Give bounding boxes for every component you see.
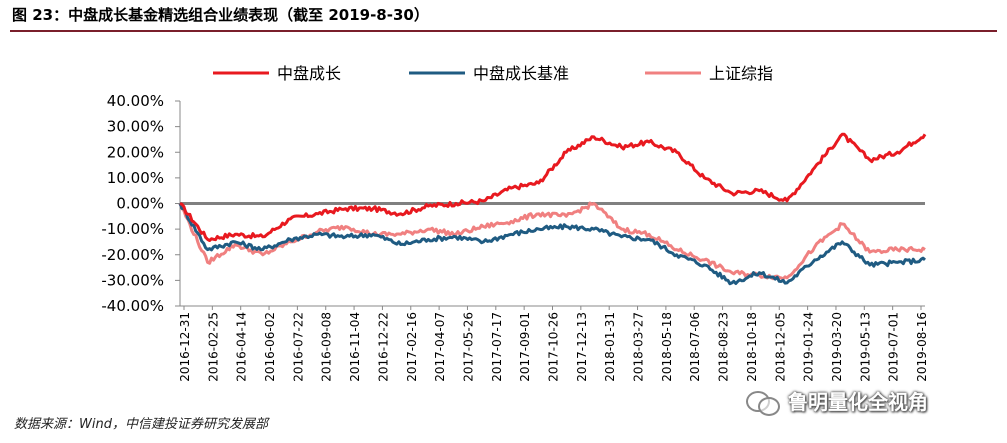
y-tick-label: 10.00% (107, 169, 164, 187)
y-tick-label: -20.00% (101, 246, 164, 264)
figure-caption: 图 23：中盘成长基金精选组合业绩表现（截至 2019-8-30） (12, 6, 429, 24)
x-tick-label: 2016-12-22 (376, 312, 390, 382)
x-tick-label: 2018-01-31 (603, 312, 617, 382)
watermark: 鲁明量化全视角 (746, 386, 928, 416)
x-tick-label: 2019-01-24 (802, 312, 816, 382)
x-tick-label: 2016-11-04 (348, 312, 362, 382)
legend-label: 上证综指 (709, 64, 773, 83)
source-note: 数据来源：Wind，中信建投证券研究发展部 (14, 417, 268, 432)
legend-label: 中盘成长 (277, 64, 341, 83)
y-axis: 40.00% 30.00% 20.00% 10.00% 0.00% -10.00% -20.… (101, 92, 181, 315)
x-tick-label: 2016-12-31 (178, 312, 192, 382)
watermark-text: 鲁明量化全视角 (788, 390, 928, 414)
legend-label: 中盘成长基准 (473, 64, 569, 83)
x-tick-label: 2016-07-22 (291, 312, 305, 382)
x-tick-label: 2019-05-13 (858, 312, 872, 382)
x-tick-label: 2017-10-26 (547, 312, 561, 382)
x-tick-label: 2019-07-01 (887, 312, 901, 382)
y-tick-label: 20.00% (107, 143, 164, 161)
chart-legend: 中盘成长 中盘成长基准 上证综指 (213, 64, 773, 83)
y-tick-label: -40.00% (101, 297, 164, 315)
x-tick-label: 2018-12-05 (773, 312, 787, 382)
y-tick-label: 30.00% (107, 118, 164, 136)
x-tick-label: 2016-06-02 (263, 312, 277, 382)
x-tick-label: 2018-03-27 (632, 312, 646, 382)
x-tick-label: 2017-05-26 (461, 312, 475, 382)
x-tick-label: 2016-09-08 (320, 312, 334, 382)
x-tick-label: 2019-03-20 (830, 312, 844, 382)
x-tick-label: 2016-04-14 (235, 312, 249, 382)
y-tick-label: -30.00% (101, 271, 164, 289)
x-tick-label: 2017-07-17 (490, 312, 504, 382)
series-line-0 (179, 132, 927, 242)
x-tick-label: 2017-02-16 (405, 312, 419, 382)
x-tick-label: 2018-10-18 (745, 312, 759, 382)
x-tick-label: 2017-09-01 (518, 312, 532, 382)
x-tick-label: 2018-05-18 (660, 312, 674, 382)
y-tick-label: 0.00% (116, 195, 164, 213)
y-tick-label: -10.00% (101, 220, 164, 238)
series-line-1 (178, 202, 927, 286)
x-tick-label: 2017-04-07 (433, 312, 447, 382)
x-tick-label: 2017-12-13 (575, 312, 589, 382)
x-tick-label: 2019-08-16 (915, 312, 929, 382)
x-tick-label: 2018-07-06 (688, 312, 702, 382)
x-tick-label: 2018-08-23 (717, 312, 731, 382)
caption-rule (10, 30, 997, 32)
series-group (178, 132, 927, 286)
x-tick-label: 2016-02-25 (206, 312, 220, 382)
wechat-logo-icon (746, 387, 780, 416)
y-tick-label: 40.00% (107, 92, 164, 110)
x-axis: 2016-12-31 2016-02-25 2016-04-14 2016-06-02… (178, 305, 929, 382)
